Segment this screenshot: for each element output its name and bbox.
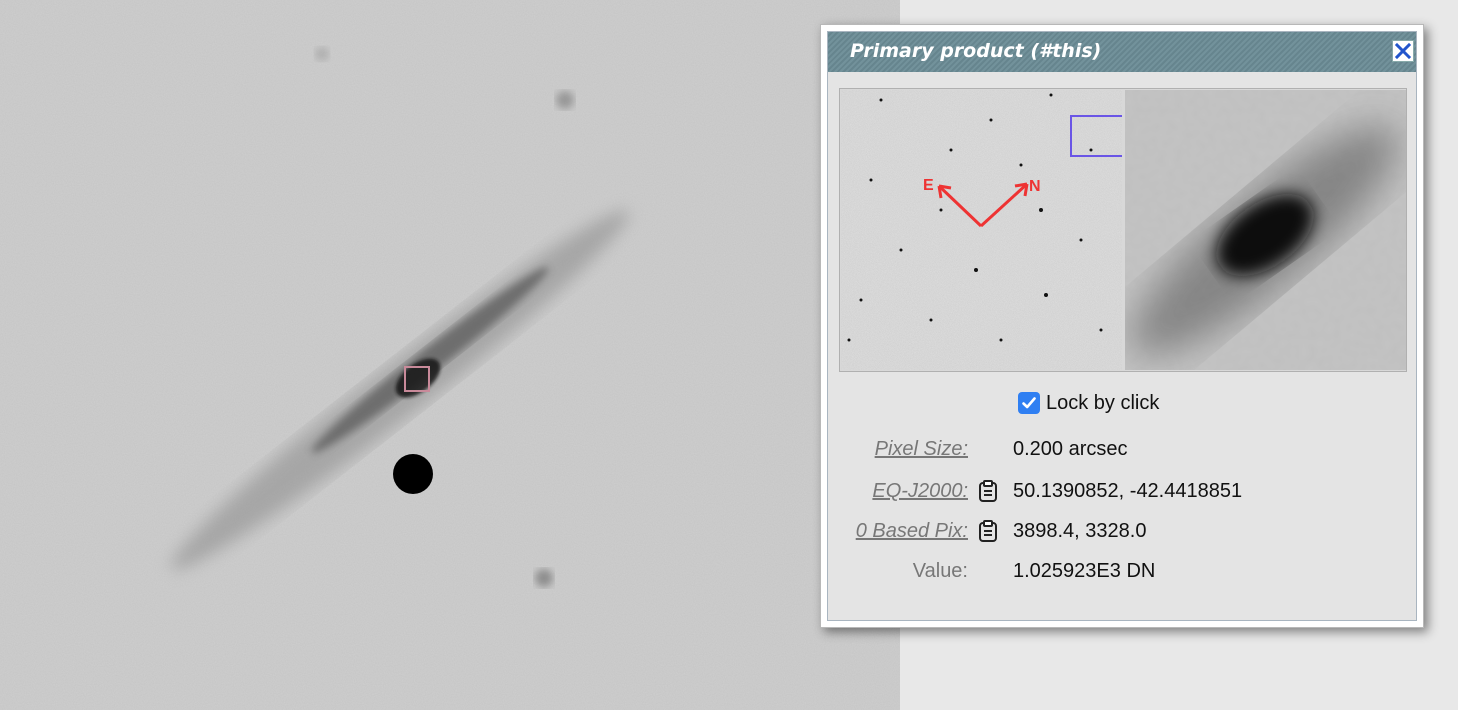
magnified-thumbnail[interactable] — [1125, 90, 1406, 370]
thumbnail-panel: E N — [839, 88, 1407, 372]
readout-value: 0.200 arcsec — [1013, 438, 1128, 460]
overview-thumbnail[interactable]: E N — [841, 90, 1122, 370]
close-button[interactable] — [1392, 40, 1414, 62]
compass-north-label: N — [1029, 178, 1041, 195]
faint-source — [535, 569, 553, 587]
readout-row: Value: 1.025923E3 DN — [828, 558, 1418, 586]
close-icon — [1394, 42, 1412, 60]
readout-value: 1.025923E3 DN — [1013, 560, 1156, 582]
magnifier-popup: Primary product (#this) — [820, 24, 1424, 628]
checkmark-icon — [1022, 397, 1036, 409]
image-viewer[interactable] — [0, 0, 900, 710]
readout-label-link[interactable]: Pixel Size: — [874, 438, 968, 460]
popup-titlebar[interactable]: Primary product (#this) — [828, 32, 1416, 72]
bright-star — [393, 454, 433, 494]
popup-body: Primary product (#this) — [827, 31, 1417, 621]
copy-to-clipboard-icon[interactable] — [978, 480, 998, 502]
faint-source — [315, 47, 329, 61]
readout-label: Value: — [912, 560, 968, 582]
lock-label: Lock by click — [1046, 391, 1160, 414]
lock-checkbox[interactable] — [1018, 392, 1040, 414]
readout-row: EQ-J2000: 50.1390852, -42.4418851 — [828, 478, 1418, 506]
star-field — [847, 93, 1103, 342]
faint-source — [556, 91, 574, 109]
readout-row: 0 Based Pix: 3898.4, 3328.0 — [828, 518, 1418, 546]
lock-by-click-row[interactable]: Lock by click — [1018, 390, 1159, 416]
readout-label-link[interactable]: EQ-J2000: — [872, 480, 968, 502]
view-selection-box — [1070, 115, 1122, 157]
readout-value: 50.1390852, -42.4418851 — [1013, 480, 1243, 502]
readout-label-link[interactable]: 0 Based Pix: — [855, 520, 968, 542]
readout-value: 3898.4, 3328.0 — [1013, 520, 1147, 542]
compass-icon: E N — [923, 177, 1041, 228]
popup-title: Primary product (#this) — [850, 40, 1102, 62]
readout-row: Pixel Size: 0.200 arcsec — [828, 436, 1418, 464]
sky-image[interactable] — [0, 0, 900, 710]
copy-to-clipboard-icon[interactable] — [978, 520, 998, 542]
pixel-marker-box — [404, 366, 430, 392]
compass-east-label: E — [923, 177, 934, 194]
